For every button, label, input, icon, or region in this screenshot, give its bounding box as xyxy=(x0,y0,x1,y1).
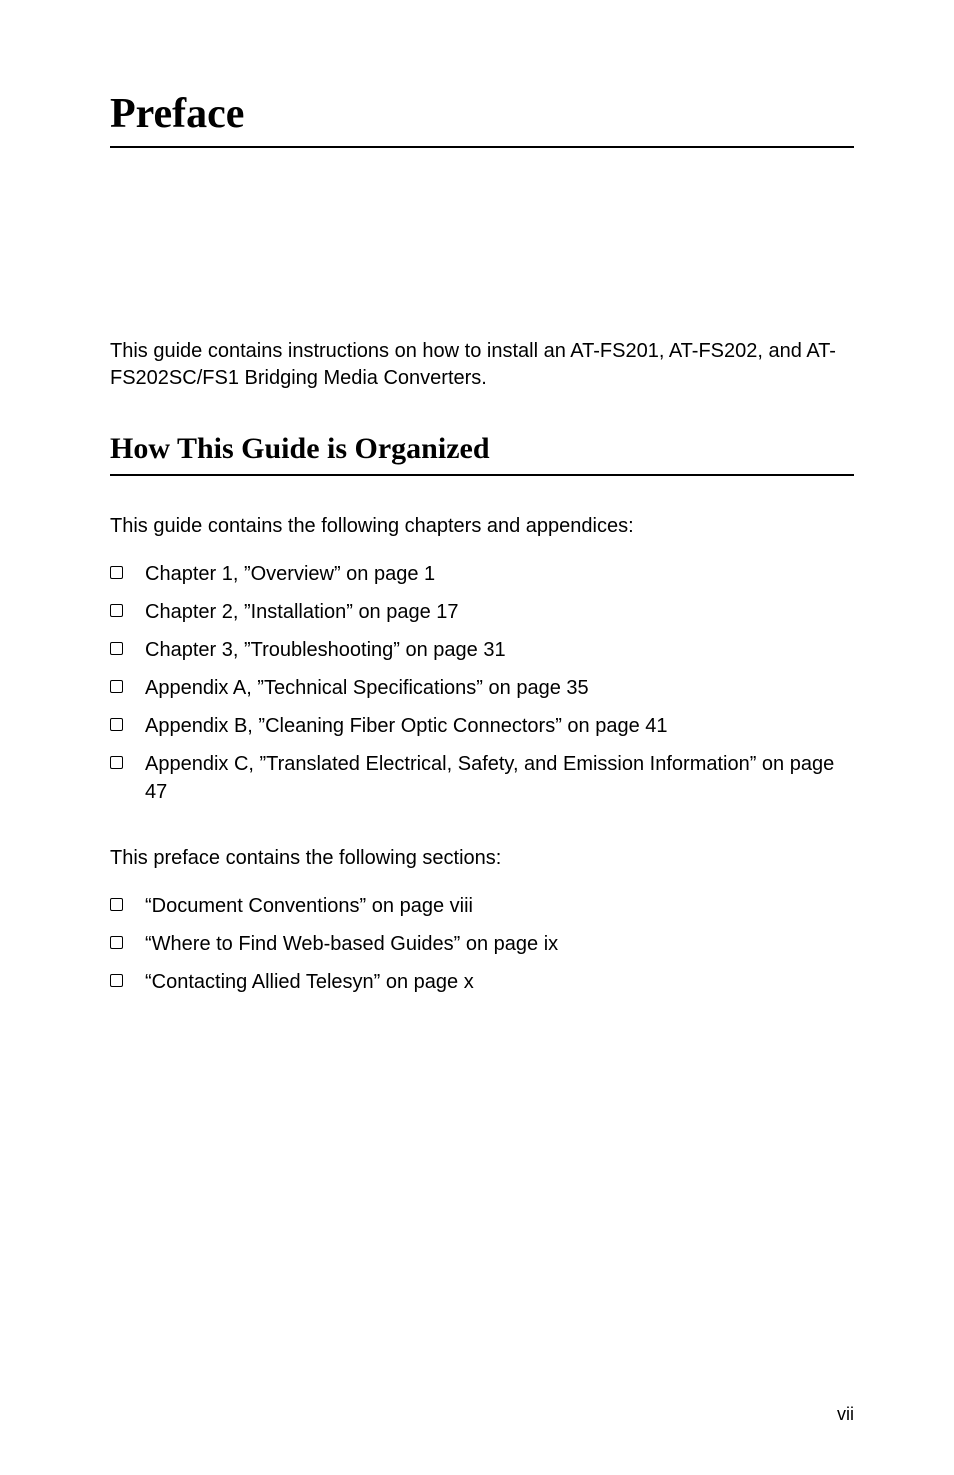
main-title: Preface xyxy=(110,90,854,138)
bullet-icon xyxy=(110,974,123,987)
section-text: “Document Conventions” on page viii xyxy=(145,892,854,920)
bullet-icon xyxy=(110,680,123,693)
list-item: “Contacting Allied Telesyn” on page x xyxy=(110,968,854,996)
bullet-icon xyxy=(110,936,123,949)
chapter-text: Appendix C, ”Translated Electrical, Safe… xyxy=(145,750,854,806)
list-item: Appendix B, ”Cleaning Fiber Optic Connec… xyxy=(110,712,854,740)
list-item: “Document Conventions” on page viii xyxy=(110,892,854,920)
section-text: “Contacting Allied Telesyn” on page x xyxy=(145,968,854,996)
chapters-list: Chapter 1, ”Overview” on page 1 Chapter … xyxy=(110,560,854,806)
section-text: “Where to Find Web-based Guides” on page… xyxy=(145,930,854,958)
bullet-icon xyxy=(110,756,123,769)
bullet-icon xyxy=(110,642,123,655)
list-item: Chapter 2, ”Installation” on page 17 xyxy=(110,598,854,626)
section-heading: How This Guide is Organized xyxy=(110,432,854,466)
preface-sections-intro: This preface contains the following sect… xyxy=(110,844,854,872)
bullet-icon xyxy=(110,604,123,617)
list-item: Appendix C, ”Translated Electrical, Safe… xyxy=(110,750,854,806)
chapter-text: Appendix B, ”Cleaning Fiber Optic Connec… xyxy=(145,712,854,740)
bullet-icon xyxy=(110,566,123,579)
chapter-text: Chapter 2, ”Installation” on page 17 xyxy=(145,598,854,626)
list-item: “Where to Find Web-based Guides” on page… xyxy=(110,930,854,958)
chapter-text: Chapter 1, ”Overview” on page 1 xyxy=(145,560,854,588)
intro-paragraph: This guide contains instructions on how … xyxy=(110,338,854,392)
list-item: Chapter 3, ”Troubleshooting” on page 31 xyxy=(110,636,854,664)
section-underline xyxy=(110,474,854,476)
sections-list: “Document Conventions” on page viii “Whe… xyxy=(110,892,854,996)
bullet-icon xyxy=(110,898,123,911)
chapter-text: Appendix A, ”Technical Specifications” o… xyxy=(145,674,854,702)
list-item: Chapter 1, ”Overview” on page 1 xyxy=(110,560,854,588)
list-item: Appendix A, ”Technical Specifications” o… xyxy=(110,674,854,702)
bullet-icon xyxy=(110,718,123,731)
title-underline xyxy=(110,146,854,148)
chapters-intro: This guide contains the following chapte… xyxy=(110,512,854,540)
page-number: vii xyxy=(837,1404,854,1425)
chapter-text: Chapter 3, ”Troubleshooting” on page 31 xyxy=(145,636,854,664)
